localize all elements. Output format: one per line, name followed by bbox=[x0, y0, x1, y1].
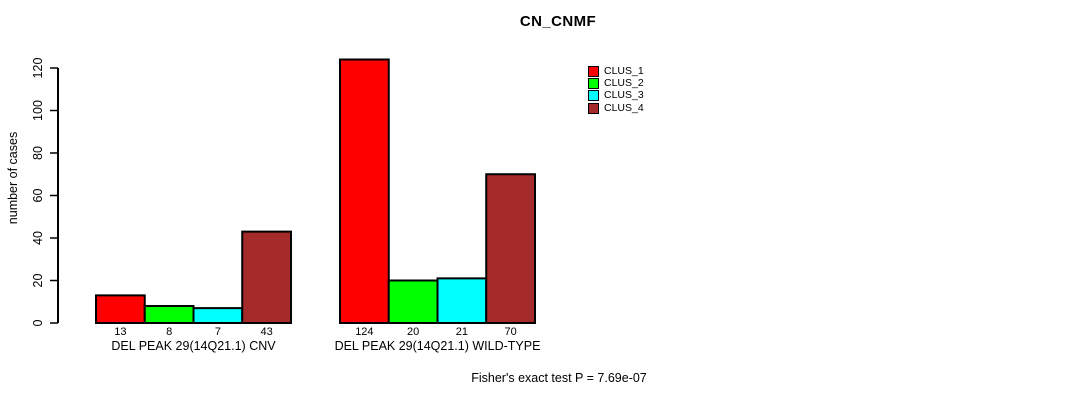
chart-title: CN_CNMF bbox=[519, 13, 597, 30]
legend-swatch-clus4 bbox=[588, 102, 599, 114]
bar-clus_3-group1 bbox=[192, 307, 244, 324]
legend-item-clus4: CLUS_4 bbox=[588, 102, 644, 114]
legend-label: CLUS_2 bbox=[604, 77, 644, 90]
legend-swatch-clus1 bbox=[588, 65, 599, 77]
bar-value-label: 21 bbox=[456, 326, 468, 338]
x-axis-category-label: DEL PEAK 29(14Q21.1) CNV bbox=[111, 339, 276, 353]
bar-value-label: 20 bbox=[407, 326, 419, 338]
legend-label: CLUS_1 bbox=[604, 64, 644, 77]
bar-clus_4-group1 bbox=[241, 230, 292, 324]
bar-clus_2-group1 bbox=[143, 305, 195, 324]
y-axis-tick-label: 40 bbox=[31, 231, 45, 245]
y-axis-tick-label: 20 bbox=[31, 274, 45, 288]
legend: CLUS_1 CLUS_2 CLUS_3 CLUS_4 bbox=[588, 65, 644, 115]
legend-swatch-clus3 bbox=[588, 90, 599, 102]
y-axis-title: number of cases bbox=[6, 131, 20, 225]
bar-value-label: 13 bbox=[114, 326, 126, 338]
y-axis-tick-label: 120 bbox=[31, 58, 45, 79]
legend-item-clus1: CLUS_1 bbox=[588, 65, 644, 77]
bar-clus_3-group2 bbox=[436, 277, 488, 324]
y-axis-tick-label: 100 bbox=[31, 100, 45, 121]
legend-item-clus2: CLUS_2 bbox=[588, 77, 644, 90]
y-axis-tick-label: 60 bbox=[31, 189, 45, 203]
y-axis-tick-label: 80 bbox=[31, 146, 45, 160]
bar-clus_4-group2 bbox=[485, 173, 536, 324]
legend-item-clus3: CLUS_3 bbox=[588, 90, 644, 102]
stats-annotation: Fisher's exact test P = 7.69e-07 bbox=[471, 371, 647, 385]
bar-value-label: 8 bbox=[166, 326, 172, 338]
x-axis-category-label: DEL PEAK 29(14Q21.1) WILD-TYPE bbox=[335, 339, 541, 353]
legend-label: CLUS_3 bbox=[604, 89, 644, 102]
bar-clus_1-group2 bbox=[339, 58, 390, 324]
y-axis-tick-label: 0 bbox=[31, 319, 45, 326]
legend-swatch-clus2 bbox=[588, 78, 599, 90]
bar-value-label: 70 bbox=[505, 326, 517, 338]
legend-label: CLUS_4 bbox=[604, 101, 644, 114]
bar-clus_2-group2 bbox=[387, 279, 439, 324]
bar-value-label: 43 bbox=[261, 326, 273, 338]
bar-value-label: 7 bbox=[215, 326, 221, 338]
bar-clus_1-group1 bbox=[95, 294, 146, 324]
bar-value-label: 124 bbox=[355, 326, 373, 338]
